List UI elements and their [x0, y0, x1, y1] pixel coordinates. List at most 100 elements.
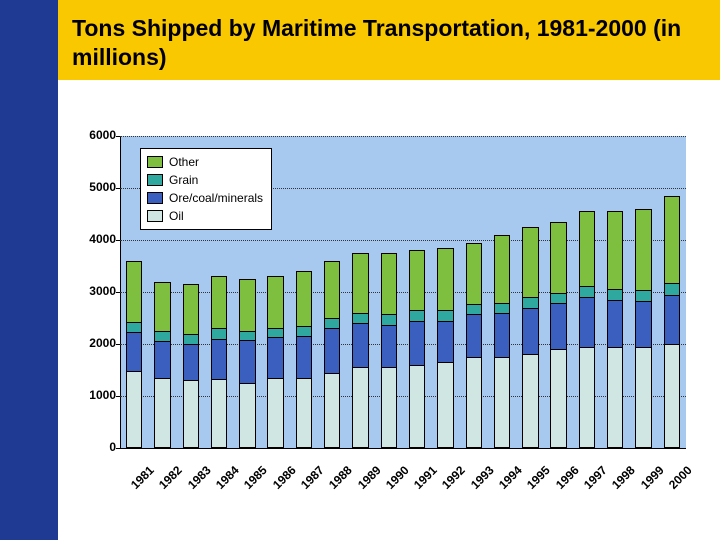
bar-1994	[494, 235, 510, 448]
seg-ore	[579, 297, 595, 346]
seg-grain	[437, 310, 453, 321]
x-tick-label: 1984	[213, 463, 242, 492]
seg-ore	[550, 303, 566, 349]
seg-oil	[239, 383, 255, 448]
seg-oil	[352, 367, 368, 448]
seg-ore	[239, 340, 255, 383]
seg-other	[579, 211, 595, 285]
seg-ore	[437, 321, 453, 363]
bar-1982	[154, 282, 170, 448]
seg-ore	[183, 344, 199, 380]
seg-oil	[466, 357, 482, 448]
y-tick-label: 5000	[72, 180, 116, 194]
bar-1995	[522, 227, 538, 448]
seg-grain	[267, 328, 283, 337]
seg-grain	[579, 286, 595, 297]
seg-ore	[522, 308, 538, 355]
seg-grain	[409, 310, 425, 320]
y-tick	[116, 448, 120, 449]
legend-swatch	[147, 174, 163, 186]
seg-other	[494, 235, 510, 303]
seg-grain	[154, 331, 170, 341]
y-tick-label: 1000	[72, 388, 116, 402]
seg-grain	[183, 334, 199, 344]
x-tick-label: 1993	[468, 463, 497, 492]
seg-other	[635, 209, 651, 290]
bar-1983	[183, 284, 199, 448]
seg-ore	[154, 341, 170, 377]
seg-grain	[381, 314, 397, 324]
x-tick-label: 1995	[524, 463, 553, 492]
sidebar-blue	[0, 0, 58, 540]
x-tick-label: 1992	[439, 463, 468, 492]
x-tick-label: 1991	[411, 463, 440, 492]
bar-1988	[324, 261, 340, 448]
seg-other	[183, 284, 199, 333]
seg-oil	[296, 378, 312, 448]
seg-grain	[126, 322, 142, 332]
bar-1986	[267, 276, 283, 448]
x-tick-label: 1999	[638, 463, 667, 492]
seg-ore	[126, 332, 142, 371]
legend-swatch	[147, 210, 163, 222]
x-tick-label: 1986	[270, 463, 299, 492]
bar-1981	[126, 261, 142, 448]
bar-1989	[352, 253, 368, 448]
seg-other	[550, 222, 566, 293]
seg-grain	[324, 318, 340, 328]
seg-ore	[635, 301, 651, 346]
seg-ore	[352, 323, 368, 367]
seg-oil	[635, 347, 651, 448]
seg-oil	[324, 373, 340, 448]
bar-1999	[635, 209, 651, 448]
seg-ore	[296, 336, 312, 378]
seg-oil	[550, 349, 566, 448]
bar-1987	[296, 271, 312, 448]
seg-oil	[522, 354, 538, 448]
seg-grain	[296, 326, 312, 336]
x-tick-label: 1990	[383, 463, 412, 492]
seg-grain	[239, 331, 255, 340]
bar-1996	[550, 222, 566, 448]
x-tick-label: 1994	[496, 463, 525, 492]
y-tick-label: 2000	[72, 336, 116, 350]
x-tick-label: 1996	[553, 463, 582, 492]
seg-ore	[409, 321, 425, 365]
x-tick-label: 1985	[241, 463, 270, 492]
seg-grain	[494, 303, 510, 313]
seg-oil	[437, 362, 453, 448]
x-tick-label: 1982	[156, 463, 185, 492]
x-tick-label: 1983	[185, 463, 214, 492]
seg-other	[154, 282, 170, 331]
legend-label: Other	[169, 155, 199, 169]
bar-1993	[466, 243, 482, 448]
y-tick-label: 3000	[72, 284, 116, 298]
seg-other	[409, 250, 425, 310]
y-tick-label: 0	[72, 440, 116, 454]
legend-label: Oil	[169, 209, 184, 223]
seg-oil	[381, 367, 397, 448]
seg-oil	[607, 347, 623, 448]
seg-other	[522, 227, 538, 297]
seg-other	[437, 248, 453, 310]
legend-swatch	[147, 192, 163, 204]
seg-oil	[579, 347, 595, 448]
seg-oil	[154, 378, 170, 448]
seg-ore	[324, 328, 340, 372]
seg-ore	[607, 300, 623, 347]
slide: Tons Shipped by Maritime Transportation,…	[0, 0, 720, 540]
legend-label: Ore/coal/minerals	[169, 191, 263, 205]
seg-grain	[607, 289, 623, 299]
bar-2000	[664, 196, 680, 448]
seg-oil	[494, 357, 510, 448]
seg-ore	[381, 325, 397, 368]
seg-other	[607, 211, 623, 289]
seg-other	[352, 253, 368, 313]
legend-row-grain: Grain	[147, 171, 263, 189]
bar-1985	[239, 279, 255, 448]
x-tick-label: 1987	[298, 463, 327, 492]
seg-oil	[211, 379, 227, 448]
legend-row-oil: Oil	[147, 207, 263, 225]
seg-oil	[267, 378, 283, 448]
legend-row-other: Other	[147, 153, 263, 171]
